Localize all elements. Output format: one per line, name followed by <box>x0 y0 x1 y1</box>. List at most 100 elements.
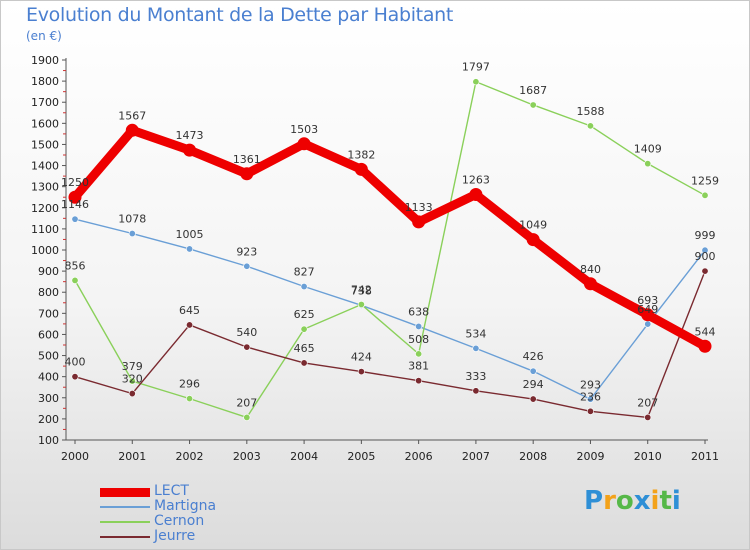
y-tick-label: 600 <box>38 328 59 341</box>
data-label-cernon: 742 <box>351 283 372 296</box>
data-label-lect: 1503 <box>290 123 318 136</box>
data-point-cernon <box>644 160 652 168</box>
chart-subtitle: (en €) <box>26 29 62 43</box>
data-point-lect <box>412 215 426 229</box>
y-tick-label: 900 <box>38 265 59 278</box>
data-point-lect <box>240 167 254 181</box>
data-label-lect: 1567 <box>118 109 146 122</box>
data-point-lect <box>354 162 368 176</box>
data-label-lect: 1250 <box>61 176 89 189</box>
data-point-cernon <box>586 122 594 130</box>
data-label-cernon: 625 <box>294 308 315 321</box>
data-label-lect: 840 <box>580 263 601 276</box>
data-label-martigna: 293 <box>580 378 601 391</box>
data-label-lect: 544 <box>695 325 716 338</box>
data-label-jeurre: 400 <box>65 356 86 369</box>
x-tick-label: 2011 <box>691 450 719 463</box>
data-point-lect <box>583 277 597 291</box>
data-label-martigna: 738 <box>351 284 372 297</box>
data-point-lect <box>698 339 712 353</box>
data-label-jeurre: 236 <box>580 390 601 403</box>
data-point-martigna <box>415 322 423 330</box>
logo-letter: P <box>584 486 604 516</box>
data-label-cernon: 379 <box>122 360 143 373</box>
data-label-jeurre: 333 <box>465 370 486 383</box>
data-label-martigna: 1078 <box>118 213 146 226</box>
x-tick-label: 2006 <box>405 450 433 463</box>
data-point-lect <box>297 137 311 151</box>
logo-letter: t <box>659 486 672 516</box>
data-point-cernon <box>415 350 423 358</box>
series-line-cernon <box>74 81 706 419</box>
data-label-martigna: 1146 <box>61 198 89 211</box>
y-tick-label: 1800 <box>31 75 59 88</box>
y-tick-label: 500 <box>38 350 59 363</box>
data-label-lect: 1473 <box>176 129 204 142</box>
data-point-martigna <box>71 215 79 223</box>
y-tick-label: 1300 <box>31 181 59 194</box>
data-point-jeurre <box>71 373 79 381</box>
data-label-jeurre: 381 <box>408 360 429 373</box>
data-label-cernon: 1409 <box>634 143 662 156</box>
data-point-cernon <box>472 78 480 86</box>
y-tick-label: 1400 <box>31 160 59 173</box>
legend-label: Martigna <box>154 498 217 514</box>
x-tick-label: 2007 <box>462 450 490 463</box>
data-point-cernon <box>701 191 709 199</box>
data-point-jeurre <box>644 413 652 421</box>
data-point-martigna <box>644 320 652 328</box>
data-point-martigna <box>472 344 480 352</box>
data-label-jeurre: 294 <box>523 378 544 391</box>
data-label-martigna: 649 <box>637 303 658 316</box>
data-point-cernon <box>529 101 537 109</box>
data-label-cernon: 508 <box>408 333 429 346</box>
x-tick-label: 2010 <box>634 450 662 463</box>
logo-letter: x <box>633 486 651 516</box>
data-point-martigna <box>586 395 594 403</box>
y-tick-label: 1000 <box>31 244 59 257</box>
chart-title: Evolution du Montant de la Dette par Hab… <box>26 4 454 26</box>
legend-swatch <box>100 506 150 508</box>
x-tick-label: 2004 <box>290 450 318 463</box>
logo-letter: i <box>671 486 681 516</box>
data-label-martigna: 426 <box>523 350 544 363</box>
data-label-cernon: 207 <box>236 396 257 409</box>
legend-label: Jeurre <box>154 528 196 544</box>
data-label-lect: 1133 <box>405 201 433 214</box>
data-point-cernon <box>300 325 308 333</box>
y-tick-label: 1600 <box>31 117 59 130</box>
data-label-cernon: 1687 <box>519 84 547 97</box>
series-line-martigna <box>74 218 706 400</box>
data-label-cernon: 856 <box>65 259 86 272</box>
data-label-cernon: 1259 <box>691 174 719 187</box>
y-tick-label: 400 <box>38 371 59 384</box>
x-tick-label: 2003 <box>233 450 261 463</box>
data-point-lect <box>469 187 483 201</box>
legend-label: Cernon <box>154 513 205 529</box>
data-point-jeurre <box>300 359 308 367</box>
data-label-jeurre: 320 <box>122 373 143 386</box>
legend-swatch <box>100 521 150 523</box>
data-point-martigna <box>243 262 251 270</box>
series-line-lect <box>70 125 710 351</box>
data-label-jeurre: 900 <box>695 250 716 263</box>
logo-letter: r <box>603 486 616 516</box>
data-point-jeurre <box>128 390 136 398</box>
y-tick-label: 1100 <box>31 223 59 236</box>
data-point-jeurre <box>357 368 365 376</box>
x-tick-label: 2000 <box>61 450 89 463</box>
data-point-cernon <box>357 300 365 308</box>
data-label-martigna: 1005 <box>176 228 204 241</box>
data-point-lect <box>125 123 139 137</box>
x-tick-label: 2009 <box>576 450 604 463</box>
logo-letter: i <box>650 486 660 516</box>
data-label-lect: 693 <box>637 294 658 307</box>
data-point-lect <box>183 143 197 157</box>
y-tick-label: 1500 <box>31 138 59 151</box>
logo-letter: o <box>615 486 634 516</box>
x-tick-label: 2005 <box>347 450 375 463</box>
y-tick-label: 300 <box>38 392 59 405</box>
y-tick-label: 1900 <box>31 54 59 67</box>
